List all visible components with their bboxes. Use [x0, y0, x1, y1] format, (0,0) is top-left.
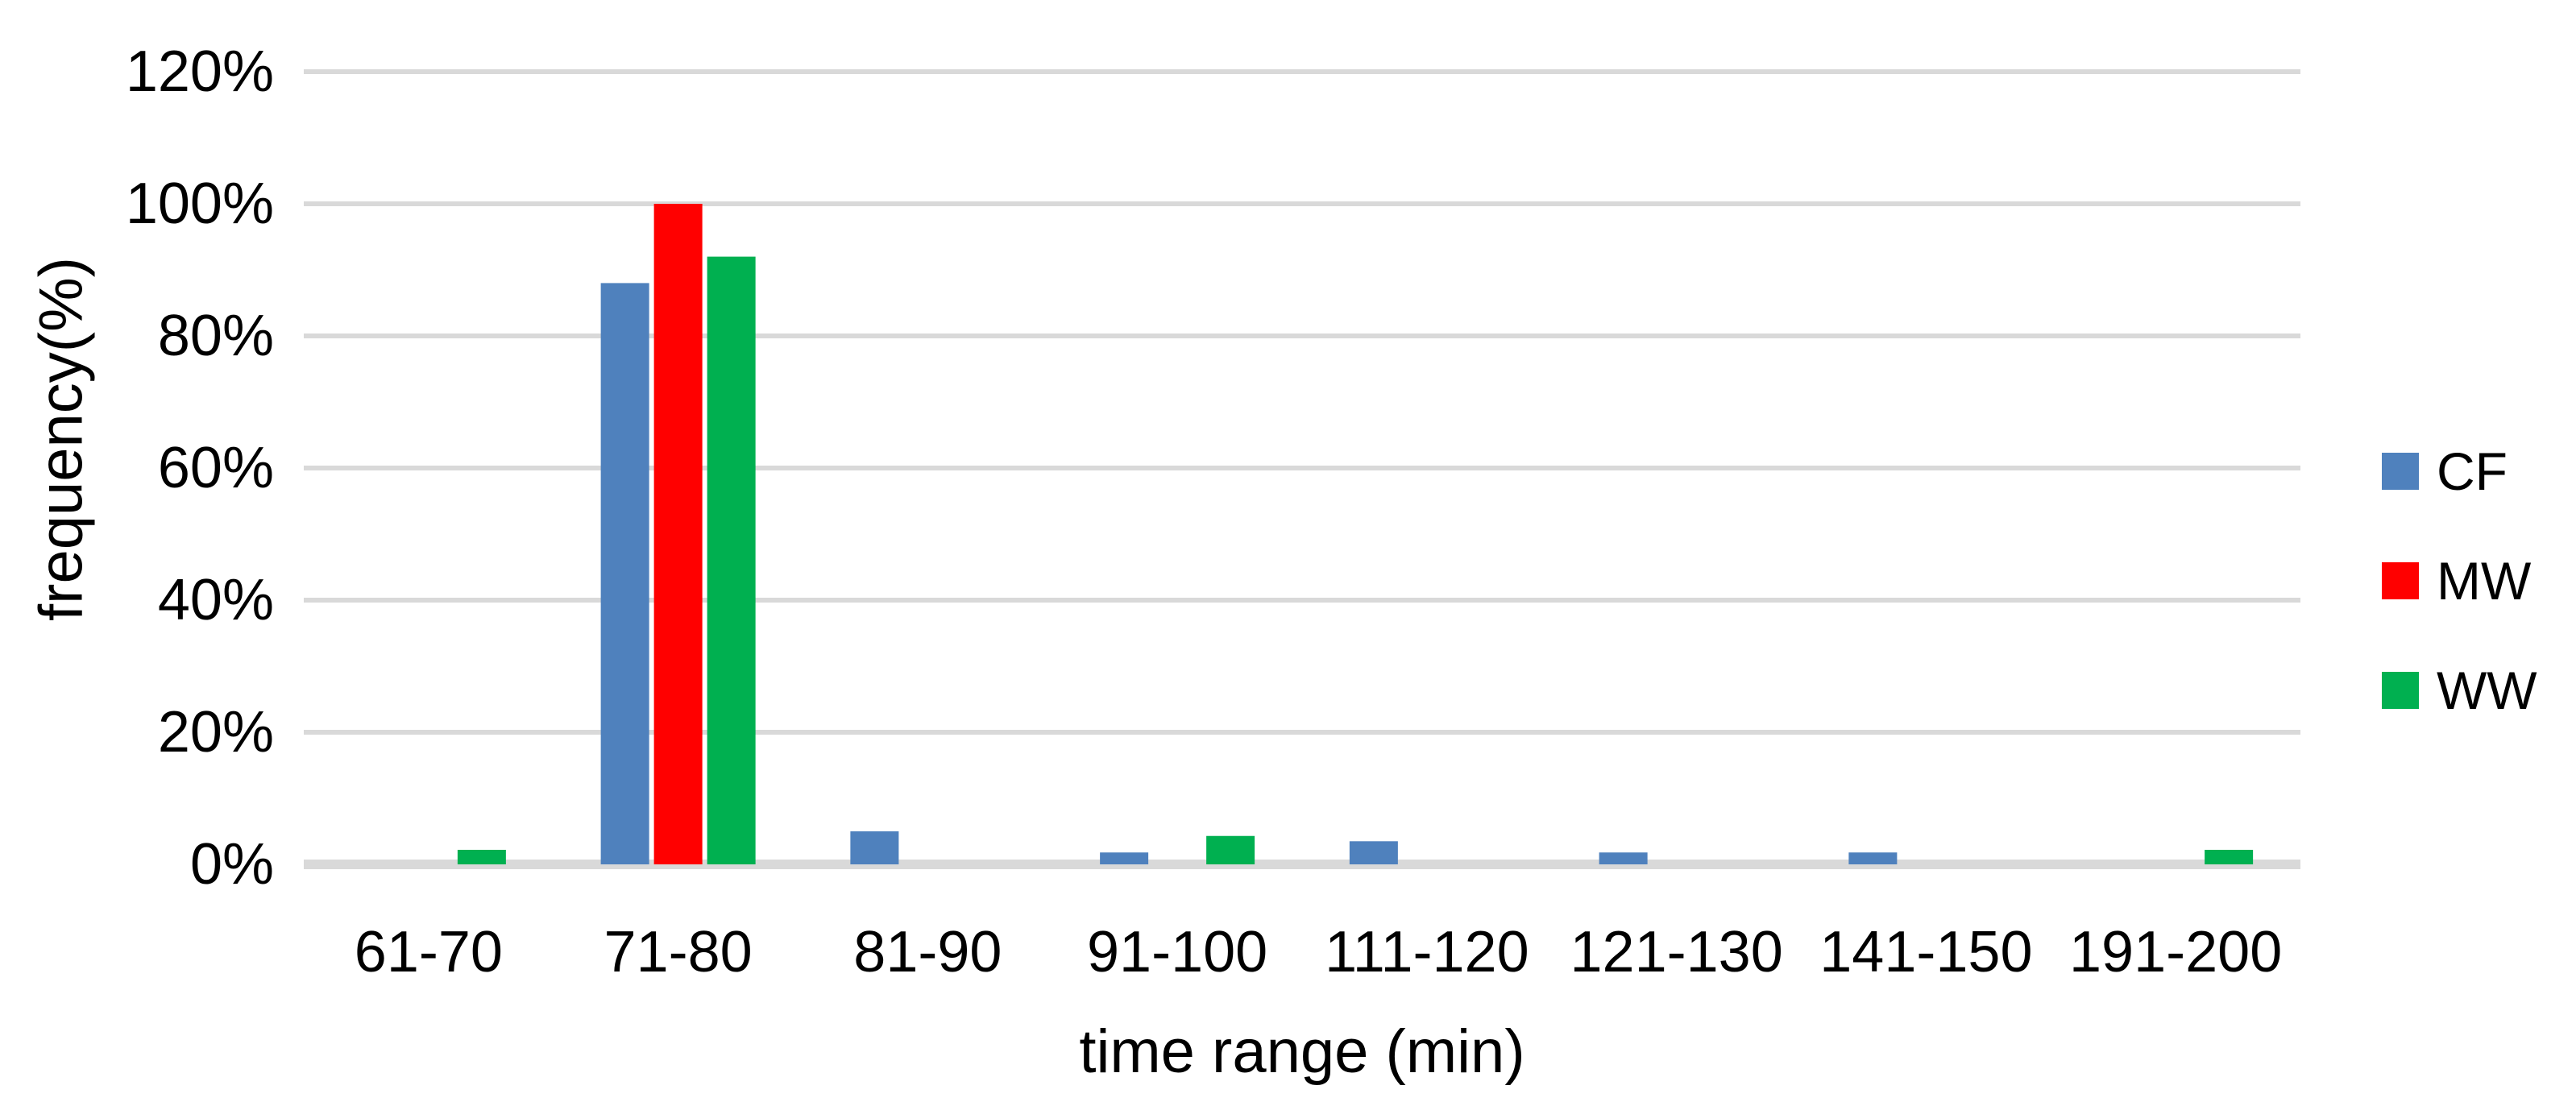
legend-item-cf: CF	[2382, 445, 2537, 498]
x-tick-label: 71-80	[604, 920, 753, 984]
legend-item-mw: MW	[2382, 554, 2537, 607]
y-tick-label: 120%	[126, 39, 274, 104]
x-tick-label: 121-130	[1570, 920, 1783, 984]
y-tick-label: 0%	[190, 832, 274, 897]
bar-WW-91-100	[1206, 835, 1255, 864]
y-tick-label: 20%	[158, 700, 274, 764]
y-tick-label: 80%	[158, 304, 274, 368]
legend: CF MW WW	[2382, 445, 2537, 717]
legend-swatch-mw	[2382, 562, 2419, 599]
x-tick-label: 111-120	[1325, 920, 1529, 984]
legend-label-ww: WW	[2437, 661, 2537, 720]
bar-WW-61-70	[457, 849, 506, 864]
y-tick-label: 60%	[158, 436, 274, 500]
x-tick-label: 141-150	[1819, 920, 2032, 984]
x-tick-label: 191-200	[2069, 920, 2282, 984]
bar-MW-71-80	[653, 204, 703, 864]
legend-swatch-ww	[2382, 672, 2419, 709]
y-tick-label: 100%	[126, 172, 274, 236]
legend-item-ww: WW	[2382, 664, 2537, 717]
bar-CF-141-150	[1848, 852, 1898, 864]
bar-WW-71-80	[707, 256, 756, 865]
bar-WW-191-200	[2205, 849, 2254, 864]
bar-CF-71-80	[600, 283, 649, 864]
x-tick-label: 81-90	[853, 920, 1002, 984]
legend-label-cf: CF	[2437, 441, 2508, 501]
y-tick-label: 40%	[158, 568, 274, 632]
x-tick-label: 61-70	[355, 920, 503, 984]
legend-swatch-cf	[2382, 453, 2419, 490]
x-tick-label: 91-100	[1087, 920, 1267, 984]
bar-CF-111-120	[1349, 841, 1398, 864]
legend-label-mw: MW	[2437, 551, 2532, 611]
bar-CF-91-100	[1100, 852, 1149, 864]
y-axis-title: frequency(%)	[27, 257, 96, 621]
x-axis-title: time range (min)	[1079, 1017, 1525, 1086]
bar-CF-81-90	[850, 831, 899, 864]
bar-CF-121-130	[1599, 852, 1648, 864]
